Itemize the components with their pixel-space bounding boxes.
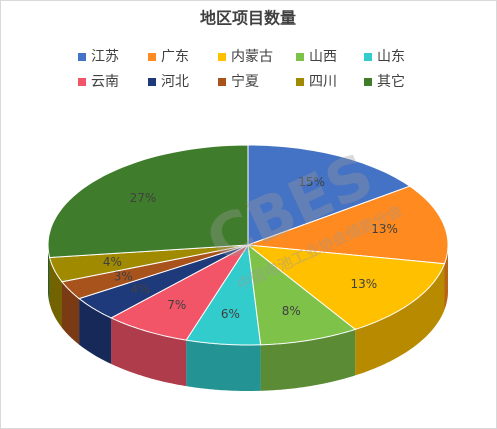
- data-label: 6%: [221, 307, 240, 321]
- chart-title: 地区项目数量: [200, 9, 296, 28]
- pie-slice: [49, 244, 249, 283]
- legend-swatch: [364, 78, 372, 86]
- pie-slice: [247, 185, 449, 265]
- legend-swatch: [78, 78, 86, 86]
- data-label: 15%: [298, 175, 325, 189]
- pie-side-shade: [79, 298, 112, 364]
- legend-label: 广东: [161, 49, 189, 65]
- pie-slice: [246, 244, 446, 330]
- legend-label: 山西: [309, 49, 337, 65]
- pie-sides: [48, 245, 448, 391]
- data-label: 4%: [103, 255, 122, 269]
- data-label: 8%: [282, 304, 301, 318]
- pie-side: [62, 281, 80, 345]
- pie-side-shade: [111, 317, 187, 387]
- pie-side-shade: [260, 329, 356, 391]
- pie-slice: [185, 243, 262, 346]
- data-label: 13%: [350, 277, 377, 291]
- pie-side: [111, 317, 187, 387]
- legend-swatch: [296, 78, 304, 86]
- pie-slice: [109, 244, 249, 341]
- data-label: 27%: [130, 191, 157, 205]
- legend-swatch: [148, 78, 156, 86]
- legend-swatch: [218, 53, 226, 61]
- legend-swatch: [148, 53, 156, 61]
- data-label: 7%: [167, 298, 186, 312]
- pie-side-shade: [48, 245, 50, 304]
- pie-side: [260, 329, 356, 391]
- data-label: 4%: [131, 282, 150, 296]
- pie-side: [186, 340, 261, 391]
- legend-label: 宁夏: [231, 73, 259, 90]
- data-label: 13%: [371, 222, 398, 236]
- pie-side-shade: [62, 281, 80, 345]
- legend-swatch: [78, 53, 86, 61]
- pie-side-shade: [186, 340, 261, 391]
- pie-side: [48, 245, 50, 304]
- pie-slice: [77, 244, 249, 319]
- legend-swatch: [218, 78, 226, 86]
- legend-label: 河北: [161, 74, 189, 90]
- legend-label: 四川: [309, 74, 337, 90]
- pie-slice: [247, 243, 357, 346]
- pie-side: [79, 298, 112, 364]
- legend-label: 山东: [377, 49, 405, 65]
- legend-label: 江苏: [91, 49, 119, 65]
- data-label: 3%: [114, 269, 133, 283]
- pie-side-shade: [355, 263, 445, 376]
- legend-swatch: [364, 53, 372, 61]
- pie-side: [49, 257, 62, 328]
- legend-label: 云南: [91, 74, 119, 90]
- pie-slice: [61, 244, 249, 300]
- pie-slice: [247, 144, 411, 246]
- legend-label: 其它: [377, 73, 405, 90]
- pie-slice: [47, 144, 249, 259]
- legend-label: 内蒙古: [231, 49, 273, 65]
- legend-swatch: [296, 53, 304, 61]
- pie-side: [355, 263, 445, 376]
- pie-side-shade: [49, 257, 62, 328]
